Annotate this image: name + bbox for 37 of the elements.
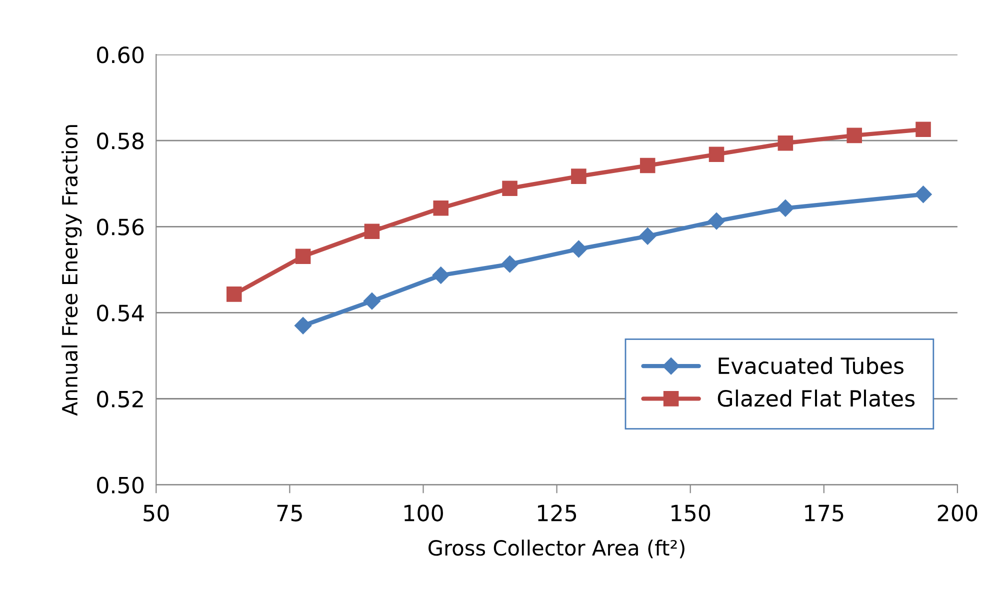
x-tick-label: 175 xyxy=(805,504,844,522)
y-tick-label: 0.60 xyxy=(97,46,144,64)
y-tick-label: 0.58 xyxy=(97,132,144,150)
point xyxy=(363,292,381,310)
point xyxy=(916,122,931,138)
point xyxy=(501,256,518,273)
x-tick-label: 125 xyxy=(538,504,576,522)
point xyxy=(708,212,726,230)
x-tick-label: 150 xyxy=(672,504,710,522)
point xyxy=(571,168,586,184)
legend-label: Glazed Flat Plates xyxy=(718,390,915,407)
point xyxy=(502,180,518,196)
y-axis-title: Annual Free Energy Fraction xyxy=(61,125,82,416)
point xyxy=(639,228,656,245)
legend-label: Evacuated Tubes xyxy=(718,356,904,374)
point xyxy=(432,266,450,284)
point xyxy=(294,317,312,334)
x-tick-label: 50 xyxy=(144,504,169,522)
point xyxy=(846,128,862,144)
y-tick-label: 0.52 xyxy=(97,390,143,408)
point xyxy=(778,136,794,151)
x-tick-label: 200 xyxy=(938,504,978,522)
x-tick-label: 100 xyxy=(404,504,443,522)
y-tick-label: 0.56 xyxy=(97,218,144,236)
point xyxy=(914,186,932,203)
y-tick-label: 0.50 xyxy=(97,476,144,494)
point xyxy=(295,248,311,264)
point xyxy=(364,224,380,240)
point xyxy=(640,158,656,174)
point xyxy=(776,200,794,217)
x-tick-label: 75 xyxy=(277,504,302,522)
point xyxy=(570,240,588,258)
point xyxy=(708,146,724,162)
point xyxy=(433,200,449,216)
y-tick-label: 0.54 xyxy=(97,304,144,322)
point xyxy=(226,286,242,302)
x-axis-title: Gross Collector Area (ft²) xyxy=(428,540,684,558)
